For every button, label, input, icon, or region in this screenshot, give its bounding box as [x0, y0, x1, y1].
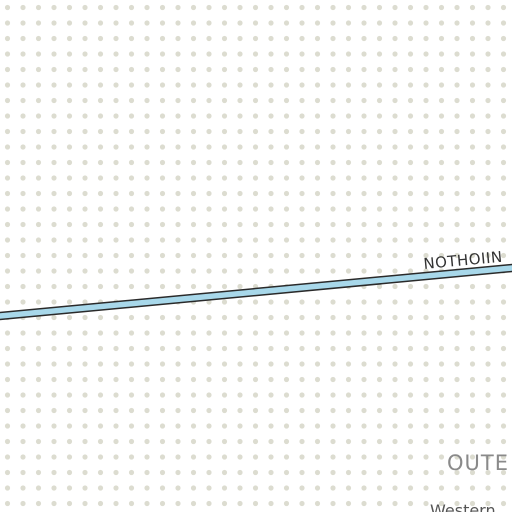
- road-segment[interactable]: [0, 265, 512, 319]
- place-label: Western: [430, 501, 496, 512]
- region-label: OUTE: [447, 451, 509, 475]
